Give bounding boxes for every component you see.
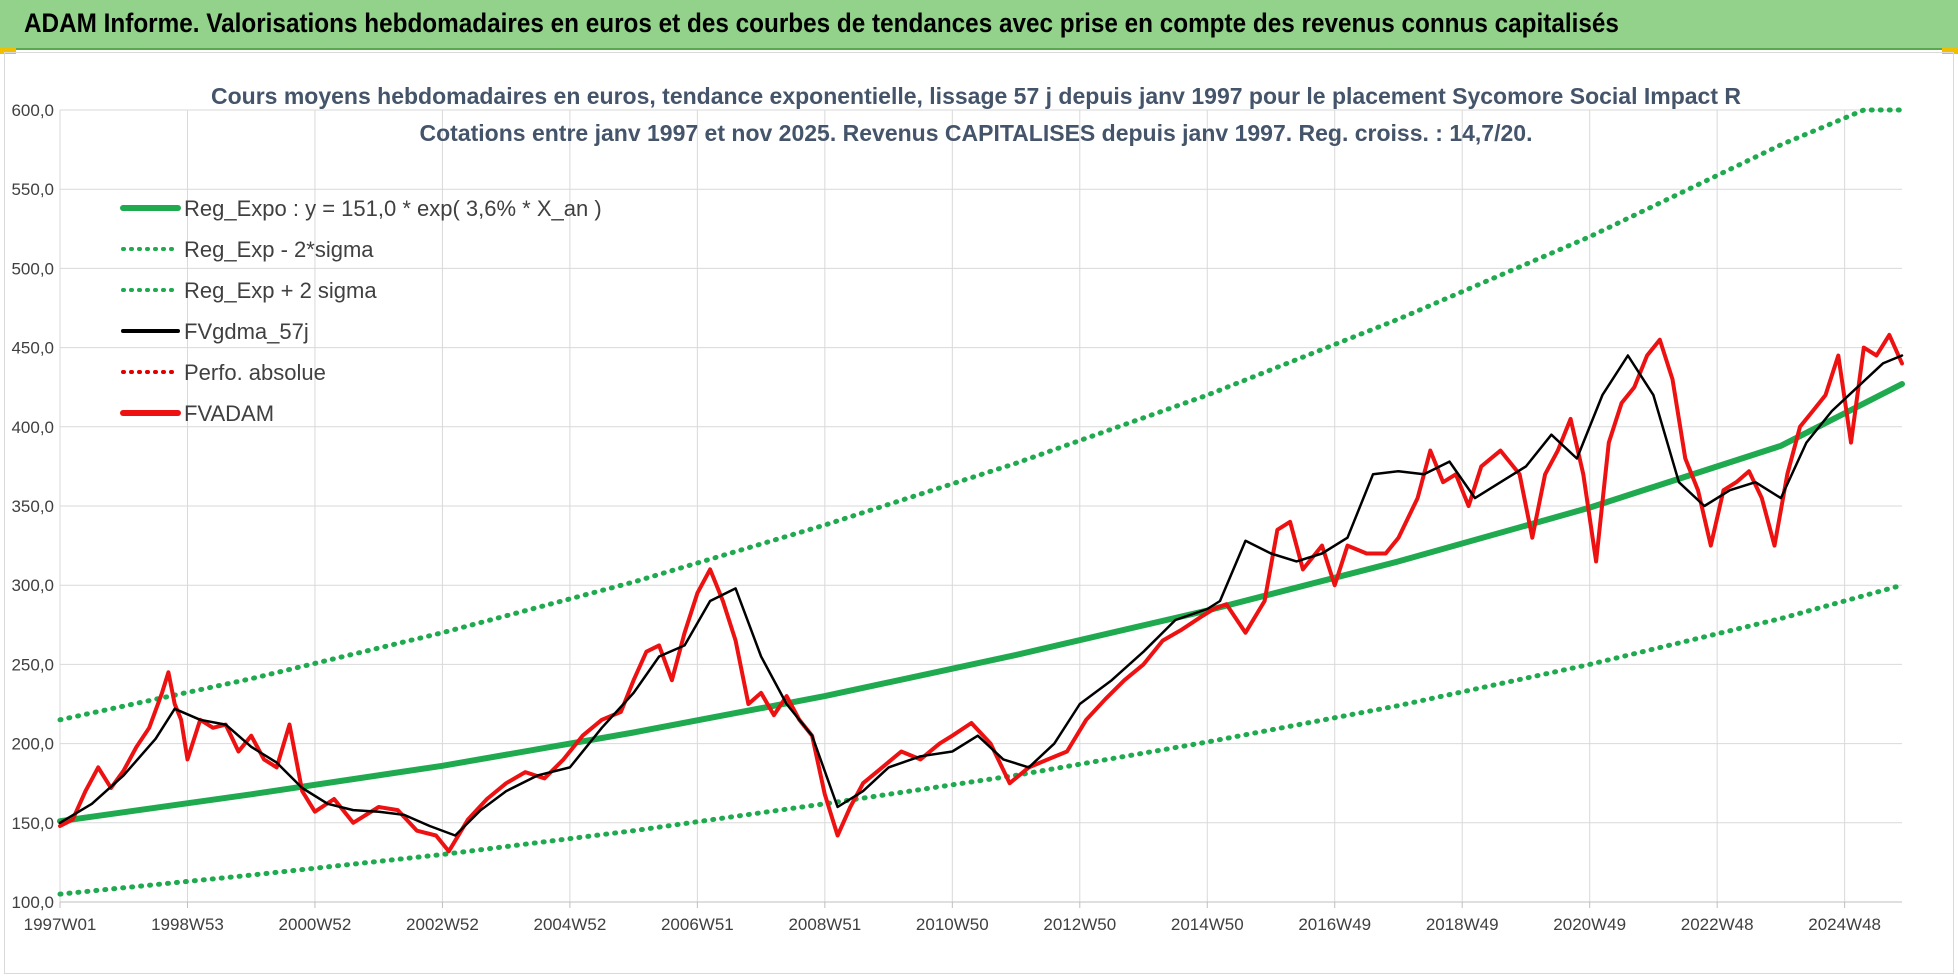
x-tick-label: 2020W49	[1553, 915, 1626, 934]
x-tick-label: 2004W52	[534, 915, 607, 934]
y-tick-label: 350,0	[11, 497, 54, 516]
x-tick-label: 2002W52	[406, 915, 479, 934]
x-tick-label: 2000W52	[279, 915, 352, 934]
chart-title: Cours moyens hebdomadaires en euros, ten…	[211, 83, 1741, 109]
lower-sigma-line	[57, 582, 1905, 897]
x-tick-label: 2008W51	[788, 915, 861, 934]
report-title: ADAM Informe. Valorisations hebdomadaire…	[24, 8, 1619, 38]
header-banner: ADAM Informe. Valorisations hebdomadaire…	[0, 0, 1958, 50]
x-tick-label: 2012W50	[1043, 915, 1116, 934]
legend: Reg_Expo : y = 151,0 * exp( 3,6% * X_an …	[120, 196, 602, 426]
grid	[59, 109, 1902, 903]
x-tick-label: 2010W50	[916, 915, 989, 934]
y-tick-label: 150,0	[11, 814, 54, 833]
legend-label: FVADAM	[184, 401, 274, 426]
y-tick-label: 250,0	[11, 655, 54, 674]
corner-marker-left	[0, 48, 16, 54]
price-line	[58, 332, 1904, 854]
corner-marker-right	[1942, 48, 1958, 54]
y-tick-label: 550,0	[11, 180, 54, 199]
chart-subtitle: Cotations entre janv 1997 et nov 2025. R…	[420, 120, 1533, 146]
series-layer	[57, 107, 1905, 897]
y-tick-label: 400,0	[11, 418, 54, 437]
x-tick-label: 1998W53	[151, 915, 224, 934]
x-tick-label: 1997W01	[24, 915, 97, 934]
y-tick-label: 100,0	[11, 893, 54, 912]
y-tick-label: 600,0	[11, 101, 54, 120]
trend-line	[57, 381, 1905, 825]
y-axis: 100,0 150,0 200,0 250,0 300,0 350,0 400,0 450,0…	[11, 101, 54, 912]
x-tick-label: 2024W48	[1808, 915, 1881, 934]
x-tick-label: 2014W50	[1171, 915, 1244, 934]
legend-label: Reg_Expo : y = 151,0 * exp( 3,6% * X_an …	[184, 196, 602, 221]
legend-label: FVgdma_57j	[184, 319, 309, 344]
smoothed-line	[58, 354, 1904, 837]
x-tick-label: 2016W49	[1298, 915, 1371, 934]
y-tick-label: 300,0	[11, 576, 54, 595]
y-tick-label: 500,0	[11, 259, 54, 278]
x-axis: 1997W01 1998W53 2000W52 2002W52 2004W52 2006W…	[24, 901, 1902, 934]
legend-label: Reg_Exp + 2 sigma	[184, 278, 377, 303]
x-tick-label: 2022W48	[1681, 915, 1754, 934]
x-tick-label: 2018W49	[1426, 915, 1499, 934]
y-tick-label: 450,0	[11, 339, 54, 358]
chart-frame	[4, 52, 1954, 974]
upper-sigma-line	[57, 107, 1905, 723]
legend-label: Perfo. absolue	[184, 360, 326, 385]
x-tick-label: 2006W51	[661, 915, 734, 934]
y-tick-label: 200,0	[11, 735, 54, 754]
legend-label: Reg_Exp - 2*sigma	[184, 237, 374, 262]
